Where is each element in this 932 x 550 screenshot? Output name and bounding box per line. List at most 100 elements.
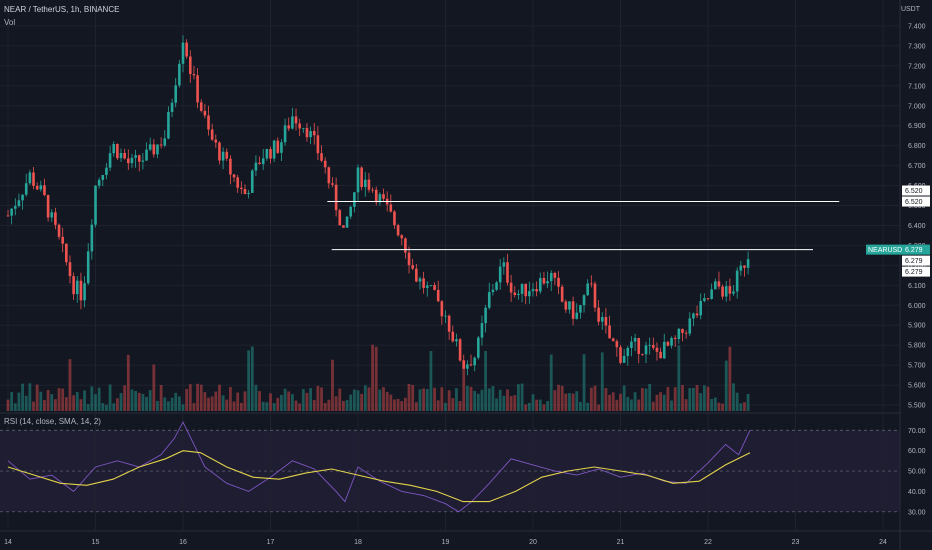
volume-bar <box>393 399 396 411</box>
candle-down <box>684 332 688 334</box>
volume-bar <box>407 384 411 411</box>
price-tick-label: 5.900 <box>908 323 926 330</box>
candle-up <box>692 313 695 319</box>
volume-bar <box>422 388 426 411</box>
volume-bar <box>181 404 185 411</box>
candle-up <box>480 323 484 338</box>
candle-down <box>269 149 272 159</box>
time-tick-label: 22 <box>704 539 712 546</box>
volume-bar <box>309 388 313 411</box>
volume-bar <box>10 392 14 411</box>
volume-bar <box>673 387 677 411</box>
horizontal-lines[interactable] <box>327 201 840 251</box>
price-tick-label: 5.700 <box>908 363 926 370</box>
price-tick-label: 6.400 <box>908 223 926 230</box>
candle-up <box>105 167 108 175</box>
candle-up <box>622 355 626 363</box>
volume-bar <box>688 387 692 411</box>
candle-up <box>528 291 531 297</box>
volume-bar <box>342 400 345 411</box>
candle-up <box>502 262 506 267</box>
candle-down <box>360 167 363 188</box>
candle-up <box>487 292 491 308</box>
volume-bar <box>345 400 349 411</box>
volume-bar <box>141 393 145 411</box>
candle-down <box>469 364 473 366</box>
rsi-line <box>7 421 751 513</box>
candle-up <box>10 208 13 216</box>
candle-up <box>181 42 185 64</box>
volume-bar <box>61 388 65 411</box>
volume-bar <box>43 400 46 411</box>
candle-up <box>575 312 579 319</box>
volume-label[interactable]: Vol <box>4 18 16 27</box>
volume-bar <box>615 399 619 411</box>
candle-up <box>455 339 458 342</box>
candle-down <box>681 328 684 333</box>
candle-down <box>320 153 323 161</box>
candle-up <box>50 212 54 218</box>
candle-up <box>630 341 633 348</box>
volume-bar <box>68 359 72 411</box>
price-tick-label: 6.000 <box>908 303 926 310</box>
volume-bar <box>476 393 480 411</box>
time-tick-label: 14 <box>4 539 12 546</box>
candle-down <box>407 252 411 266</box>
price-tag-upper-line: 6.520 <box>905 199 923 206</box>
volume-bar <box>134 391 138 411</box>
volume-bar <box>97 387 101 411</box>
candle-up <box>735 270 739 292</box>
volume-bar <box>203 392 207 411</box>
symbol-tag: NEARUSDT <box>868 247 907 254</box>
volume-bar <box>630 399 633 411</box>
candle-down <box>240 187 243 190</box>
volume-bar <box>527 402 531 411</box>
volume-bar <box>283 388 287 411</box>
rsi-label[interactable]: RSI (14, close, SMA, 14, 2) <box>4 417 101 426</box>
volume-bar <box>651 401 655 411</box>
volume-bar <box>622 385 626 411</box>
volume-bar <box>604 388 608 411</box>
price-tag-lower-line: 6.279 <box>905 258 923 265</box>
volume-bar <box>148 390 152 411</box>
candle-down <box>342 225 345 228</box>
chart-title[interactable]: NEAR / TetherUS, 1h, BINANCE <box>4 5 120 14</box>
volume-bar <box>72 395 76 411</box>
volume-bar <box>732 383 735 411</box>
candle-up <box>356 167 360 193</box>
volume-bar <box>258 391 261 411</box>
volume-bar <box>418 389 422 411</box>
volume-bar <box>50 394 54 411</box>
candle-down <box>451 331 455 342</box>
volume-bar <box>717 402 721 411</box>
volume-bar <box>644 388 648 411</box>
volume-bar <box>298 403 302 411</box>
price-tick-label: 6.900 <box>908 123 926 130</box>
candle-down <box>374 189 378 203</box>
candle-up <box>739 265 743 271</box>
candle-down <box>225 151 229 159</box>
volume-bar <box>414 402 418 411</box>
price-tick-label: 6.100 <box>908 283 926 290</box>
candle-down <box>706 298 710 300</box>
volume-bar <box>396 398 400 411</box>
volume-bar <box>367 387 371 411</box>
volume-bar <box>593 385 597 411</box>
candle-down <box>462 360 466 369</box>
candle-down <box>54 212 57 225</box>
volume-bar <box>677 345 681 411</box>
volume-bar <box>188 384 192 411</box>
volume-bar <box>265 402 269 411</box>
rsi-tick-label: 60.00 <box>908 448 926 455</box>
volume-bar <box>338 388 342 411</box>
candle-up <box>662 341 666 359</box>
volume-bar <box>214 391 218 411</box>
candle-down <box>396 225 400 236</box>
candle-down <box>61 236 64 244</box>
volume-bar <box>236 392 240 411</box>
volume-bar <box>491 386 495 411</box>
candle-up <box>28 172 32 184</box>
volume-bar <box>692 387 695 411</box>
volume-bar <box>228 387 232 411</box>
